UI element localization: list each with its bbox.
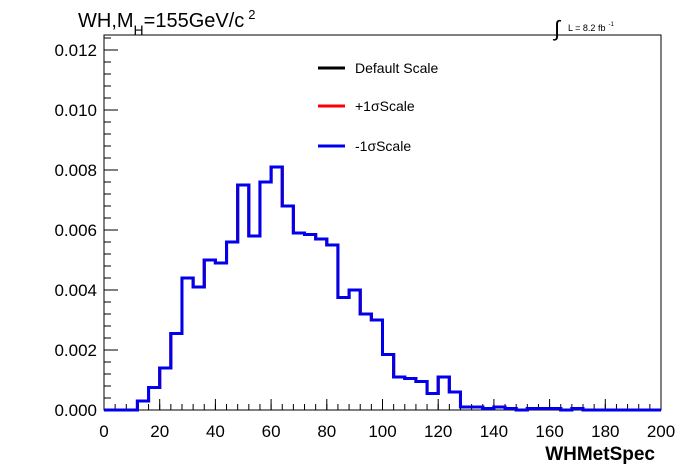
luminosity-label: L = 8.2 fb -1 bbox=[568, 22, 614, 33]
legend: Default Scale +1σScale -1σScale bbox=[318, 60, 438, 154]
y-tick-label: 0.008 bbox=[54, 161, 97, 180]
x-tick-label: 80 bbox=[317, 422, 336, 441]
x-tick-label: 100 bbox=[368, 422, 396, 441]
x-tick-label: 0 bbox=[99, 422, 108, 441]
x-tick-label: 160 bbox=[535, 422, 563, 441]
legend-label: Default Scale bbox=[355, 60, 438, 76]
chart-title-tail: =155GeV/c bbox=[144, 10, 245, 32]
y-tick-label: 0.004 bbox=[54, 281, 97, 300]
y-axis: 0.000 0.002 0.004 0.006 0.008 0.010 0.012 bbox=[54, 37, 118, 420]
y-tick-label: 0.012 bbox=[54, 41, 97, 60]
chart-title-subscript: H bbox=[134, 22, 144, 38]
chart-title: WH,MH=155GeV/c 2 bbox=[78, 7, 256, 38]
luminosity-text: L = 8.2 fb bbox=[568, 23, 605, 33]
x-tick-label: 20 bbox=[150, 422, 169, 441]
x-axis-title: WHMetSpec bbox=[545, 444, 655, 465]
y-tick-label: 0.006 bbox=[54, 221, 97, 240]
series-layer bbox=[104, 165, 661, 412]
luminosity-exponent: -1 bbox=[608, 22, 614, 28]
y-tick-label: 0.000 bbox=[54, 401, 97, 420]
y-tick-label: 0.002 bbox=[54, 341, 97, 360]
x-tick-label: 180 bbox=[591, 422, 619, 441]
chart-title-main: WH,M bbox=[78, 10, 134, 32]
integral-sign: ∫ bbox=[552, 16, 562, 41]
x-tick-label: 200 bbox=[647, 422, 675, 441]
legend-label: -1σScale bbox=[355, 138, 411, 154]
x-tick-label: 40 bbox=[206, 422, 225, 441]
x-tick-label: 60 bbox=[262, 422, 281, 441]
x-tick-label: 120 bbox=[424, 422, 452, 441]
x-tick-label: 140 bbox=[480, 422, 508, 441]
chart-title-superscript: 2 bbox=[248, 7, 255, 22]
y-tick-label: 0.010 bbox=[54, 101, 97, 120]
series-line-2 bbox=[104, 165, 661, 412]
legend-label: +1σScale bbox=[355, 98, 415, 114]
